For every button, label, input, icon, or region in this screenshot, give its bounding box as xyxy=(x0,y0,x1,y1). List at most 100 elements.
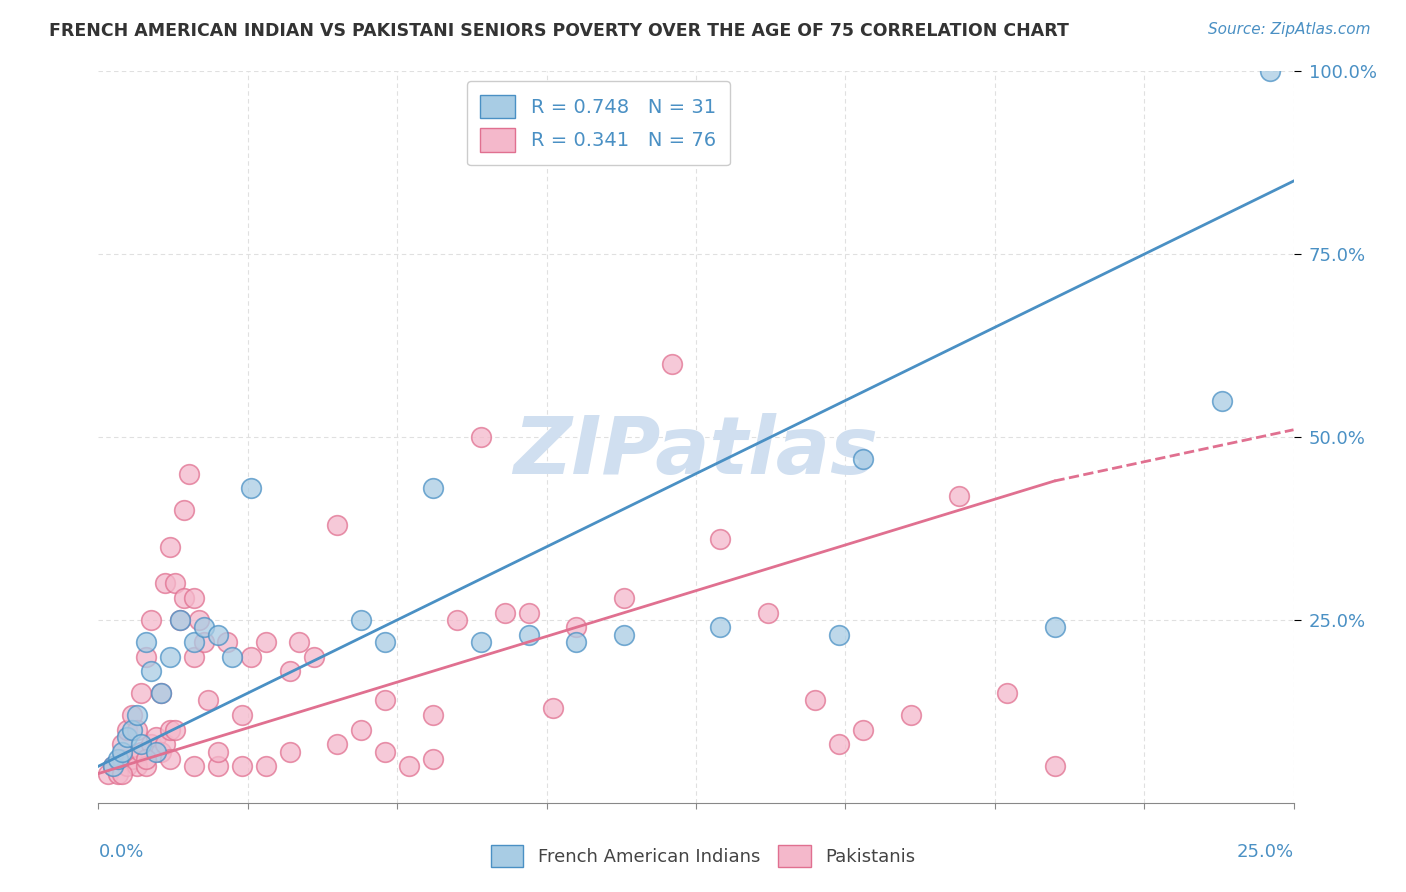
Point xyxy=(326,737,349,751)
Legend: R = 0.748   N = 31, R = 0.341   N = 76: R = 0.748 N = 31, R = 0.341 N = 76 xyxy=(467,81,730,166)
Point xyxy=(446,613,468,627)
Point xyxy=(135,752,157,766)
Point xyxy=(288,635,311,649)
Point xyxy=(111,766,134,780)
Point xyxy=(135,649,157,664)
Point xyxy=(1043,620,1066,634)
Point xyxy=(422,708,444,723)
Point xyxy=(183,649,205,664)
Point xyxy=(125,759,148,773)
Point xyxy=(163,723,186,737)
Legend: French American Indians, Pakistanis: French American Indians, Pakistanis xyxy=(484,838,922,874)
Point xyxy=(173,591,195,605)
Point xyxy=(231,708,253,723)
Point xyxy=(278,745,301,759)
Point xyxy=(125,723,148,737)
Point xyxy=(197,693,219,707)
Point xyxy=(1043,759,1066,773)
Point xyxy=(828,627,851,641)
Point xyxy=(179,467,201,481)
Point xyxy=(121,723,143,737)
Point xyxy=(135,635,157,649)
Point xyxy=(613,627,636,641)
Point xyxy=(517,606,540,620)
Point xyxy=(709,620,731,634)
Point xyxy=(139,664,162,678)
Point xyxy=(155,737,177,751)
Point xyxy=(169,613,191,627)
Point xyxy=(756,606,779,620)
Text: 0.0%: 0.0% xyxy=(98,843,143,861)
Point xyxy=(517,627,540,641)
Point xyxy=(139,613,162,627)
Point xyxy=(398,759,420,773)
Point xyxy=(852,452,875,467)
Point xyxy=(541,700,564,714)
Point xyxy=(149,745,172,759)
Point xyxy=(374,745,396,759)
Point xyxy=(494,606,516,620)
Point xyxy=(900,708,922,723)
Point xyxy=(1211,393,1233,408)
Point xyxy=(159,540,181,554)
Point xyxy=(107,752,129,766)
Point xyxy=(149,686,172,700)
Point xyxy=(470,430,492,444)
Point xyxy=(145,730,167,744)
Point xyxy=(221,649,243,664)
Point xyxy=(565,620,588,634)
Text: FRENCH AMERICAN INDIAN VS PAKISTANI SENIORS POVERTY OVER THE AGE OF 75 CORRELATI: FRENCH AMERICAN INDIAN VS PAKISTANI SENI… xyxy=(49,22,1069,40)
Point xyxy=(107,766,129,780)
Point xyxy=(131,745,153,759)
Point xyxy=(995,686,1018,700)
Point xyxy=(121,752,143,766)
Point xyxy=(135,759,157,773)
Point xyxy=(193,620,215,634)
Point xyxy=(207,627,229,641)
Point xyxy=(145,745,167,759)
Point xyxy=(374,693,396,707)
Point xyxy=(326,517,349,532)
Point xyxy=(470,635,492,649)
Point xyxy=(422,752,444,766)
Point xyxy=(217,635,239,649)
Point xyxy=(709,533,731,547)
Point xyxy=(149,686,172,700)
Point xyxy=(804,693,827,707)
Point xyxy=(422,481,444,495)
Point xyxy=(661,357,683,371)
Point xyxy=(163,576,186,591)
Point xyxy=(125,708,148,723)
Point xyxy=(254,759,277,773)
Point xyxy=(278,664,301,678)
Text: Source: ZipAtlas.com: Source: ZipAtlas.com xyxy=(1208,22,1371,37)
Point xyxy=(159,649,181,664)
Text: ZIPatlas: ZIPatlas xyxy=(513,413,879,491)
Point xyxy=(350,613,373,627)
Point xyxy=(187,613,209,627)
Point xyxy=(948,489,970,503)
Point xyxy=(115,759,138,773)
Point xyxy=(131,686,153,700)
Point xyxy=(350,723,373,737)
Point xyxy=(254,635,277,649)
Point xyxy=(155,576,177,591)
Point xyxy=(240,481,263,495)
Text: 25.0%: 25.0% xyxy=(1236,843,1294,861)
Point xyxy=(852,723,875,737)
Point xyxy=(111,752,134,766)
Point xyxy=(374,635,396,649)
Point xyxy=(183,759,205,773)
Point xyxy=(207,745,229,759)
Point xyxy=(828,737,851,751)
Point xyxy=(121,708,143,723)
Point xyxy=(111,737,134,751)
Point xyxy=(1258,64,1281,78)
Point xyxy=(169,613,191,627)
Point xyxy=(207,759,229,773)
Point xyxy=(240,649,263,664)
Point xyxy=(613,591,636,605)
Point xyxy=(183,635,205,649)
Point xyxy=(139,737,162,751)
Point xyxy=(101,759,124,773)
